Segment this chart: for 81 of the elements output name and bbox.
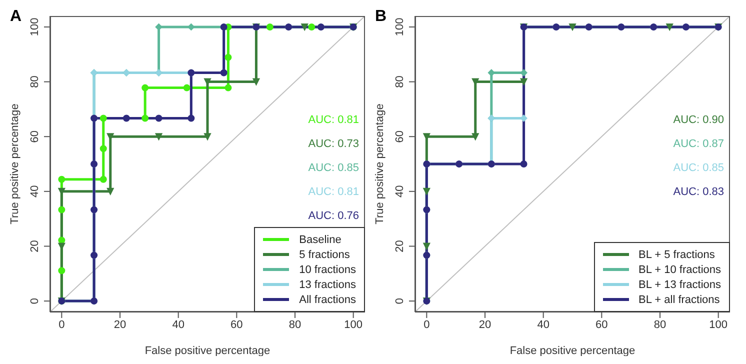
point xyxy=(488,69,495,76)
legend-label: All fractions xyxy=(299,294,356,306)
annotation: AUC: 0.90 xyxy=(673,114,724,126)
x-tick-label: 20 xyxy=(478,318,492,331)
y-tick-label: 0 xyxy=(394,298,406,304)
point xyxy=(183,84,190,92)
y-tick-label: 100 xyxy=(29,18,41,36)
x-axis-title: False positive percentage xyxy=(144,345,270,357)
point xyxy=(569,23,576,30)
x-tick-label: 40 xyxy=(172,318,184,331)
y-tick-label: 40 xyxy=(394,185,406,198)
x-tick-label: 80 xyxy=(288,318,302,331)
point xyxy=(520,160,528,168)
point xyxy=(252,78,260,86)
annotation: AUC: 0.83 xyxy=(673,186,724,198)
y-tick-label: 60 xyxy=(29,130,41,143)
point xyxy=(155,23,162,30)
x-tick-label: 100 xyxy=(709,318,728,331)
legend-label: BL + all fractions xyxy=(638,294,720,306)
legend-label: 10 fractions xyxy=(299,264,356,276)
legend-label: Baseline xyxy=(299,234,342,246)
point xyxy=(155,133,162,140)
annotation: AUC: 0.76 xyxy=(308,210,359,222)
point xyxy=(100,176,107,183)
point xyxy=(142,84,149,92)
chart-title: B xyxy=(375,8,387,26)
point xyxy=(100,114,107,122)
legend-label: BL + 13 fractions xyxy=(638,278,721,290)
point xyxy=(520,69,528,76)
x-tick-label: 40 xyxy=(537,318,550,331)
point xyxy=(301,23,308,30)
y-tick-label: 40 xyxy=(29,185,41,198)
annotation: AUC: 0.85 xyxy=(673,162,724,174)
point xyxy=(472,133,479,140)
y-tick-label: 20 xyxy=(29,240,41,252)
point xyxy=(520,78,528,86)
y-axis-title: True positive percentage xyxy=(8,104,21,224)
x-tick-label: 0 xyxy=(424,318,430,331)
point xyxy=(266,23,274,30)
legend-label: 5 fractions xyxy=(299,248,350,260)
point xyxy=(100,145,107,152)
point xyxy=(666,23,674,30)
x-tick-label: 60 xyxy=(230,318,243,331)
x-tick-label: 80 xyxy=(654,318,666,331)
point xyxy=(122,114,130,122)
chart-title: A xyxy=(10,8,22,26)
point xyxy=(204,133,211,140)
point xyxy=(224,84,232,92)
annotation: AUC: 0.85 xyxy=(308,162,359,174)
legend-label: 13 fractions xyxy=(299,278,356,290)
point xyxy=(423,242,430,250)
y-tick-label: 80 xyxy=(29,76,41,88)
y-axis-title: True positive percentage xyxy=(374,104,386,224)
y-tick-label: 100 xyxy=(394,18,406,36)
point xyxy=(308,23,316,30)
legend-label: BL + 10 fractions xyxy=(638,264,721,276)
point xyxy=(106,188,114,195)
x-tick-label: 20 xyxy=(114,318,126,331)
x-tick-label: 60 xyxy=(596,318,608,331)
y-tick-label: 80 xyxy=(394,76,406,88)
x-axis-title: False positive percentage xyxy=(510,345,636,357)
annotation: AUC: 0.81 xyxy=(308,114,359,126)
y-tick-label: 20 xyxy=(394,240,406,252)
x-tick-label: 100 xyxy=(344,318,363,331)
point xyxy=(188,114,195,122)
legend-label: BL + 5 fractions xyxy=(638,248,715,260)
annotation: AUC: 0.87 xyxy=(673,138,724,150)
point xyxy=(142,114,149,122)
point xyxy=(58,267,66,274)
annotation: AUC: 0.73 xyxy=(308,138,359,150)
point xyxy=(423,188,430,195)
y-tick-label: 60 xyxy=(394,130,406,143)
point xyxy=(520,114,528,122)
y-tick-label: 0 xyxy=(29,298,41,304)
point xyxy=(58,206,66,214)
point xyxy=(188,23,195,30)
x-tick-label: 0 xyxy=(58,318,65,331)
point xyxy=(224,54,232,61)
point xyxy=(155,114,162,122)
point xyxy=(58,176,66,183)
annotation: AUC: 0.81 xyxy=(308,186,359,198)
